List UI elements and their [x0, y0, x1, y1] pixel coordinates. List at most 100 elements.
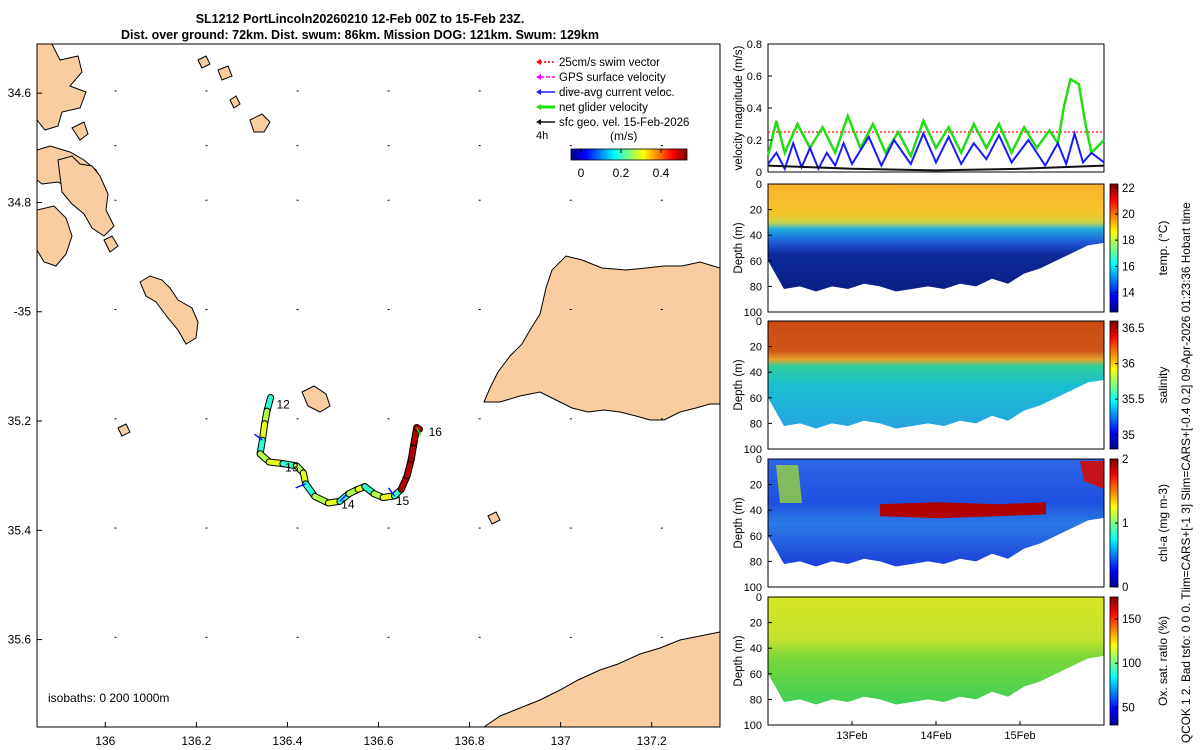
section-ytick-label: 100 — [744, 307, 762, 319]
figure-title-line-1: SL1212 PortLincoln20260210 12-Feb 00Z to… — [195, 12, 525, 26]
land-mass — [197, 55, 211, 69]
map-land — [37, 44, 720, 727]
isobath-dot — [478, 90, 481, 92]
isobath-dot — [205, 636, 208, 638]
isobath-dot — [478, 636, 481, 638]
isobath-dot — [387, 199, 390, 201]
section-colorbar — [1109, 596, 1119, 726]
track-day-label: 15 — [396, 494, 410, 508]
map-xtick-label: 136.2 — [181, 734, 211, 748]
velocity-ylabel: velocity magnitude (m/s) — [733, 46, 745, 171]
colorbar-tick-label: 0 — [578, 166, 585, 180]
land-mass — [249, 113, 271, 133]
section-colorbar-tick-label: 100 — [1122, 658, 1141, 670]
velocity-arrow — [339, 494, 347, 502]
isobath-dot — [114, 418, 117, 420]
section-colorbar-tick-label: 1 — [1122, 518, 1128, 530]
land-mass — [217, 65, 233, 81]
isobath-dot — [660, 309, 663, 311]
isobath-dot — [387, 90, 390, 92]
isobath-dot — [114, 90, 117, 92]
isobath-dot — [205, 527, 208, 529]
section-ytick-label: 0 — [756, 592, 762, 604]
isobath-dot — [569, 636, 572, 638]
section-axes-box — [767, 320, 1105, 450]
section-panel-salinity: 0 20 40 60 80 100 Depth (m) 35 35.5 36 36.5 salinit… — [733, 316, 1170, 456]
isobath-dot — [569, 527, 572, 529]
land-mass — [103, 235, 119, 253]
isobath-dot — [569, 418, 572, 420]
isobath-dot — [205, 90, 208, 92]
section-ytick-label: 80 — [750, 418, 762, 430]
land-mass — [487, 511, 501, 525]
track-day-label: 12 — [277, 398, 291, 412]
map-ytick-label: 35.4 — [8, 523, 32, 537]
land-mass — [301, 385, 331, 413]
isobath-dot — [205, 309, 208, 311]
section-ytick-label: 20 — [750, 205, 762, 217]
legend-extra-label: 4h — [536, 130, 548, 142]
isobath-dot — [387, 636, 390, 638]
isobath-dot — [296, 199, 299, 201]
isobath-dot — [114, 199, 117, 201]
isobath-dot — [387, 527, 390, 529]
section-colorbar-tick-label: 16 — [1122, 261, 1135, 273]
legend-label: dive-avg current veloc. — [559, 87, 675, 99]
land-mass — [71, 121, 89, 141]
isobath-dot — [296, 527, 299, 529]
isobath-dot — [296, 636, 299, 638]
section-colorbar — [1109, 183, 1119, 313]
isobath-dot — [296, 418, 299, 420]
section-ytick-label: 60 — [750, 669, 762, 681]
section-ytick-label: 100 — [744, 582, 762, 594]
isobath-dot — [387, 418, 390, 420]
legend-label: GPS surface velocity — [559, 72, 666, 84]
section-ytick-label: 60 — [750, 393, 762, 405]
isobath-dot — [296, 90, 299, 92]
velocity-axes-box — [767, 43, 1105, 173]
isobath-dot — [660, 527, 663, 529]
isobath-dot — [569, 199, 572, 201]
section-colorbar-tick-label: 35.5 — [1122, 394, 1144, 406]
map-xtick-label: 136.6 — [363, 734, 393, 748]
land-mass — [57, 155, 115, 237]
section-ylabel: Depth (m) — [733, 222, 745, 273]
section-ytick-label: 40 — [750, 505, 762, 517]
land-mass — [37, 44, 87, 131]
isobath-dot — [114, 636, 117, 638]
section-ytick-label: 0 — [756, 179, 762, 191]
velocity-ytick-label: 0.6 — [747, 71, 762, 83]
section-colorbar-tick-label: 22 — [1122, 183, 1135, 195]
velocity-ytick-label: 0.4 — [747, 103, 762, 115]
colorbar-unit-label: (m/s) — [610, 129, 637, 143]
isobath-dot — [387, 309, 390, 311]
section-colorbar-tick-label: 0 — [1122, 582, 1128, 594]
chl-surface-patch — [1080, 461, 1104, 489]
map-ytick-label: 35.6 — [8, 633, 32, 647]
section-panel-oxygen-saturation: 0 20 40 60 80 100 Depth (m) 50 100 150 Ox. sat. ra… — [733, 592, 1170, 742]
section-colorbar-tick-label: 150 — [1122, 614, 1141, 626]
isobath-dot — [296, 309, 299, 311]
land-mass — [229, 95, 241, 109]
legend-label: sfc geo. vel. 15-Feb-2026 — [559, 117, 689, 129]
section-ytick-label: 100 — [744, 720, 762, 732]
isobath-dot — [205, 199, 208, 201]
track-day-label: 16 — [429, 425, 443, 439]
velocity-ytick-label: 0.2 — [747, 135, 762, 147]
velocity-ytick-label: 0.8 — [747, 39, 762, 51]
velocity-arrow — [253, 433, 263, 441]
velocity-ytick-label: 0 — [756, 167, 762, 179]
section-xtick-label: 14Feb — [920, 730, 951, 742]
kangaroo-island — [483, 255, 720, 421]
isobath-dot — [205, 145, 208, 147]
velocity-series-sfc-geo-vel- — [767, 164, 1105, 172]
legend-arrowhead — [536, 74, 541, 80]
section-ytick-label: 80 — [750, 694, 762, 706]
section-ytick-label: 80 — [750, 556, 762, 568]
isobath-dot — [660, 145, 663, 147]
section-field — [768, 184, 1104, 292]
section-ytick-label: 20 — [750, 480, 762, 492]
section-colorbar-label: temp. (°C) — [1156, 221, 1170, 276]
section-panel-chlorophyll-a: 0 20 40 60 80 100 Depth (m) 0 1 2 chl-a (mg m-3) — [733, 454, 1170, 594]
section-xtick-label: 13Feb — [836, 730, 867, 742]
